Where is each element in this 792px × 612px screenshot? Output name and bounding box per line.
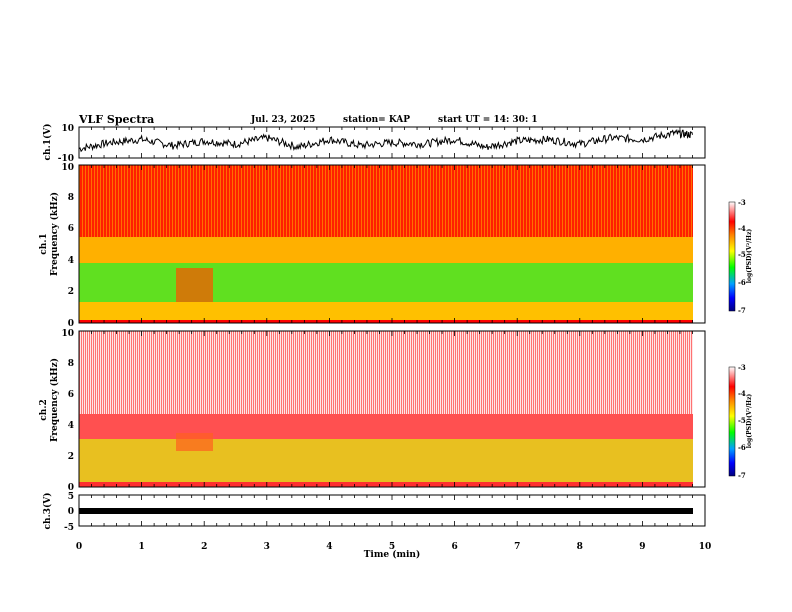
ch1-colorbar-gradient <box>728 201 736 312</box>
xtick-6: 6 <box>451 542 457 552</box>
ch1-ytick-2: 2 <box>68 287 74 297</box>
ch1-spectrogram-ylabel: ch.1 <box>39 233 49 254</box>
ch1-waveform-line <box>78 129 693 153</box>
ch2-spectrogram-yticks: 0 2 4 6 8 10 <box>61 329 74 493</box>
ch2-cb-tick-m7: -7 <box>738 471 746 480</box>
ch2-cb-tick-m3: -3 <box>738 363 746 372</box>
ch1-band-green <box>79 263 693 302</box>
ch1-waveform-ylabel: ch.1(V) <box>42 124 53 161</box>
ch1-cb-tick-m3: -3 <box>738 198 746 207</box>
ch2-ytick-0: 0 <box>68 483 74 493</box>
xtick-2: 2 <box>201 542 207 552</box>
xtick-4: 4 <box>326 542 332 552</box>
x-axis-title: Time (min) <box>364 549 421 560</box>
ch2-spectrogram-panel: 0 2 4 6 8 10 ch.2 Frequency (kHz) <box>39 329 706 493</box>
ch2-colorbar-gradient <box>728 366 736 477</box>
xtick-9: 9 <box>639 542 645 552</box>
xtick-3: 3 <box>264 542 270 552</box>
ch2-colorbar-title: log(PSD)(V²/Hz) <box>746 394 753 449</box>
ch2-ytick-6: 6 <box>68 390 74 400</box>
ch2-spectrogram-ylabel: ch.2 <box>39 399 49 420</box>
ch3-ytick-mid: 0 <box>68 507 74 517</box>
ch3-ytick-bottom: -5 <box>64 523 74 533</box>
ch2-frequency-label: Frequency (kHz) <box>49 358 60 442</box>
x-axis-ticks <box>78 127 706 526</box>
ch1-band-red-streaks <box>79 165 693 237</box>
ch1-ytick-top: 10 <box>61 124 74 134</box>
ch3-waveform-ylabel: ch.3(V) <box>42 493 53 530</box>
xtick-0: 0 <box>76 542 82 552</box>
ch3-ytick-top: 5 <box>68 492 74 502</box>
ch1-burst-block <box>176 268 213 302</box>
header-start-time: start UT = 14: 30: 1 <box>438 115 538 125</box>
ch2-cb-tick-m6: -6 <box>738 443 746 452</box>
ch2-ytick-4: 4 <box>68 421 74 431</box>
ch2-colorbar: -3 -4 -5 -6 -7 log(PSD)(V²/Hz) <box>728 363 753 480</box>
ch1-spectrogram-yticks: 0 2 4 6 8 10 <box>61 163 74 329</box>
ch2-burst-block <box>176 433 213 451</box>
figure-title: VLF Spectra <box>78 113 154 126</box>
xtick-7: 7 <box>514 542 520 552</box>
ch1-ytick-10: 10 <box>61 163 74 173</box>
ch1-waveform-panel: 10 -10 ch.1(V) <box>42 124 706 164</box>
ch1-colorbar-title: log(PSD)(V²/Hz) <box>746 229 753 284</box>
ch1-ytick-6: 6 <box>68 224 74 234</box>
ch2-ytick-10: 10 <box>61 329 74 339</box>
x-axis-labels: 0 1 2 3 4 5 6 7 8 9 10 <box>76 542 711 552</box>
ch1-colorbar: -3 -4 -5 -6 -7 log(PSD)(V²/Hz) <box>728 198 753 315</box>
ch1-ytick-0: 0 <box>68 319 74 329</box>
header-date: Jul. 23, 2025 <box>250 115 315 125</box>
xtick-8: 8 <box>577 542 583 552</box>
ch2-ytick-2: 2 <box>68 452 74 462</box>
ch1-ytick-8: 8 <box>68 193 74 203</box>
ch1-band-floor <box>79 320 693 323</box>
ch1-band-low <box>79 302 693 320</box>
xtick-10: 10 <box>699 542 712 552</box>
ch1-cb-tick-m5: -5 <box>738 250 746 259</box>
header-station: station= KAP <box>343 115 410 125</box>
ch1-spectrogram-panel: 0 2 4 6 8 10 ch.1 Frequency (kHz) <box>39 163 706 329</box>
ch2-ytick-8: 8 <box>68 359 74 369</box>
ch3-waveform-panel: 5 0 -5 ch.3(V) <box>42 492 706 533</box>
ch2-band-red <box>79 414 693 439</box>
ch1-band-yellow <box>79 237 693 263</box>
ch2-cb-tick-m4: -4 <box>738 389 746 398</box>
ch2-cb-tick-m5: -5 <box>738 416 746 425</box>
ch2-band-pink-streaks <box>79 331 693 414</box>
ch2-band-yellow <box>79 439 693 482</box>
ch1-cb-tick-m7: -7 <box>738 306 746 315</box>
ch1-ytick-bottom: -10 <box>58 154 74 164</box>
xtick-5: 5 <box>389 542 395 552</box>
ch2-band-floor <box>79 482 693 487</box>
ch3-waveform-line <box>79 508 693 514</box>
ch1-frequency-label: Frequency (kHz) <box>49 192 60 276</box>
xtick-1: 1 <box>138 542 144 552</box>
ch1-cb-tick-m6: -6 <box>738 278 746 287</box>
ch1-ytick-4: 4 <box>68 256 74 266</box>
ch1-cb-tick-m4: -4 <box>738 224 746 233</box>
